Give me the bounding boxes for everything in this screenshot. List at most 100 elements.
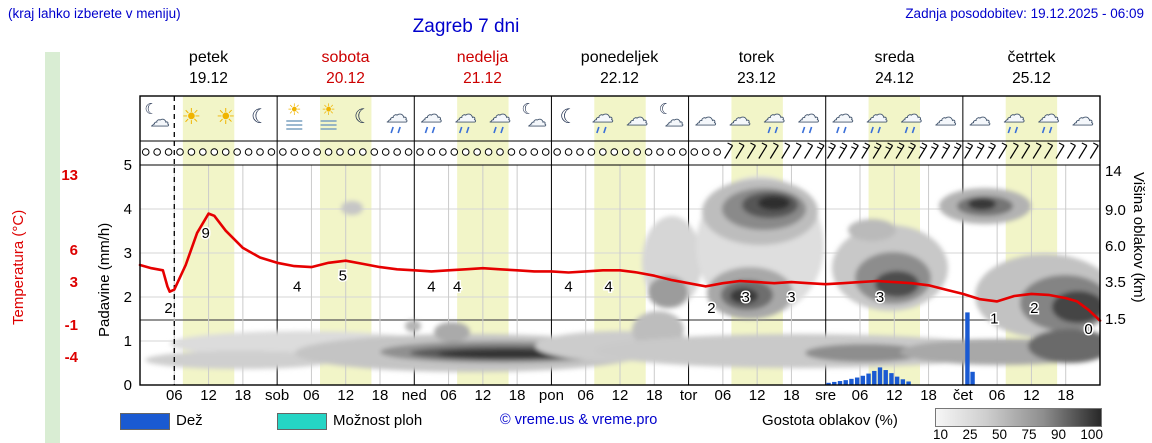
svg-text:☁: ☁ [798, 103, 820, 128]
svg-text:12: 12 [612, 387, 629, 404]
cloud-density-ticks: 10 25 50 75 90 100 [933, 427, 1103, 442]
temperature-line [138, 212, 1102, 322]
day-header-cetrtek: četrtek 25.12 [1007, 49, 1056, 87]
svg-text:06: 06 [577, 387, 594, 404]
svg-text:2: 2 [1030, 300, 1038, 317]
svg-text:0: 0 [1084, 321, 1092, 338]
svg-text:-1: -1 [65, 317, 78, 334]
svg-text:4: 4 [293, 278, 301, 295]
svg-text:☁: ☁ [1072, 106, 1094, 131]
svg-text:☁: ☁ [969, 106, 991, 131]
plot-frame [139, 95, 1101, 386]
svg-text:4: 4 [124, 201, 132, 218]
day-header-sreda: sreda 24.12 [874, 49, 915, 87]
svg-text:☁: ☁ [935, 106, 957, 131]
copyright-link[interactable]: © vreme.us & vreme.pro [500, 412, 658, 428]
showers-legend-swatch [277, 413, 327, 430]
svg-text:18: 18 [646, 387, 663, 404]
left-accent-strip [45, 52, 60, 443]
svg-text:☁: ☁ [1038, 103, 1060, 128]
svg-text:ned: ned [402, 387, 427, 404]
rain-legend-label: Dež [176, 412, 203, 429]
svg-text:06: 06 [715, 387, 732, 404]
svg-text:čet: čet [953, 387, 974, 404]
svg-text:18: 18 [783, 387, 800, 404]
svg-text:6.0: 6.0 [1105, 238, 1126, 255]
svg-text:☁: ☁ [665, 109, 684, 131]
svg-text:3: 3 [70, 274, 78, 291]
svg-text:3: 3 [876, 289, 884, 306]
svg-text:06: 06 [989, 387, 1006, 404]
svg-text:12: 12 [337, 387, 354, 404]
cloud-density-gradient [935, 408, 1102, 427]
svg-text:☁: ☁ [528, 109, 547, 131]
svg-text:☁: ☁ [151, 109, 170, 131]
svg-text:☾: ☾ [522, 100, 535, 118]
cloud-height-axis-ticks: 14 9.0 6.0 3.5 1.5 [1105, 163, 1126, 328]
menu-hint: (kraj lahko izberete v meniju) [8, 6, 181, 21]
cloud-height-axis-label: Višina oblakov (km) [1130, 172, 1147, 303]
svg-text:12: 12 [886, 387, 903, 404]
svg-text:3: 3 [742, 289, 750, 306]
svg-text:☁: ☁ [695, 106, 717, 131]
svg-text:18: 18 [920, 387, 937, 404]
svg-text:☾: ☾ [560, 104, 578, 128]
precip-axis-ticks: 5 4 3 2 1 0 [124, 157, 132, 394]
svg-text:4: 4 [564, 278, 572, 295]
legend: Dež Možnost ploh © vreme.us & vreme.pro … [0, 408, 1152, 443]
rain-legend-swatch [120, 413, 170, 430]
svg-text:☾: ☾ [251, 104, 269, 128]
svg-text:4: 4 [427, 278, 435, 295]
svg-text:12: 12 [1023, 387, 1040, 404]
svg-text:9.0: 9.0 [1105, 202, 1126, 219]
svg-text:☁: ☁ [420, 103, 442, 128]
svg-text:☀: ☀ [321, 100, 335, 119]
svg-text:☾: ☾ [659, 100, 672, 118]
svg-text:12: 12 [200, 387, 217, 404]
day-header-nedelja: nedelja 21.12 [456, 49, 509, 87]
svg-text:☁: ☁ [489, 103, 511, 128]
svg-text:☁: ☁ [386, 103, 408, 128]
svg-text:12: 12 [475, 387, 492, 404]
svg-text:☁: ☁ [763, 103, 785, 128]
day-header-sobota: sobota 20.12 [321, 49, 370, 87]
svg-text:06: 06 [166, 387, 183, 404]
weather-icons: ☾☁ ☀ ☀ ☾ ☀ ☀ ☾ ☁ ☁ ☁ ☁ ☾☁ ☾ ☁ ☁ ☾☁ ☁ ☁ ☁ ☁ ☁ ☁ ☁ ☁ ☁ ☁ ☁ ☁ [144, 100, 1094, 134]
svg-text:18: 18 [235, 387, 252, 404]
temperature-value-labels: 2 9 4 5 4 4 4 4 2 3 3 3 1 2 0 [163, 223, 1094, 339]
page-title: Zagreb 7 dni [412, 16, 520, 37]
svg-text:-4: -4 [65, 349, 79, 366]
svg-text:13: 13 [61, 167, 78, 184]
svg-text:3.5: 3.5 [1105, 274, 1126, 291]
svg-text:06: 06 [852, 387, 869, 404]
svg-text:1: 1 [124, 333, 132, 350]
svg-text:4: 4 [453, 278, 461, 295]
svg-text:4: 4 [604, 278, 612, 295]
svg-text:☁: ☁ [626, 106, 648, 131]
svg-text:5: 5 [124, 157, 132, 174]
temp-axis-ticks: 13 6 3 -1 -4 [61, 167, 78, 366]
svg-text:18: 18 [509, 387, 526, 404]
svg-text:9: 9 [202, 225, 210, 242]
svg-text:☁: ☁ [455, 103, 477, 128]
svg-text:12: 12 [749, 387, 766, 404]
cloud-shading [145, 176, 1100, 372]
svg-text:1.5: 1.5 [1105, 311, 1126, 328]
svg-text:18: 18 [1057, 387, 1074, 404]
last-update-text: Zadnja posodobitev: 19.12.2025 - 06:09 [905, 6, 1144, 21]
svg-text:2: 2 [164, 300, 172, 317]
svg-text:☀: ☀ [182, 105, 202, 130]
svg-text:3: 3 [787, 289, 795, 306]
day-header-petek: petek 19.12 [188, 49, 229, 87]
svg-text:14: 14 [1105, 163, 1122, 180]
svg-text:5: 5 [339, 268, 347, 285]
svg-text:☁: ☁ [1003, 103, 1025, 128]
svg-text:2: 2 [707, 300, 715, 317]
x-axis-labels: 06 12 18 sob 06 12 18 ned 06 12 18 pon 06 12 18 tor 06 12… [166, 387, 1074, 404]
svg-text:☾: ☾ [354, 104, 372, 128]
svg-text:6: 6 [70, 242, 78, 259]
svg-text:pon: pon [539, 387, 564, 404]
svg-text:0: 0 [124, 377, 132, 394]
